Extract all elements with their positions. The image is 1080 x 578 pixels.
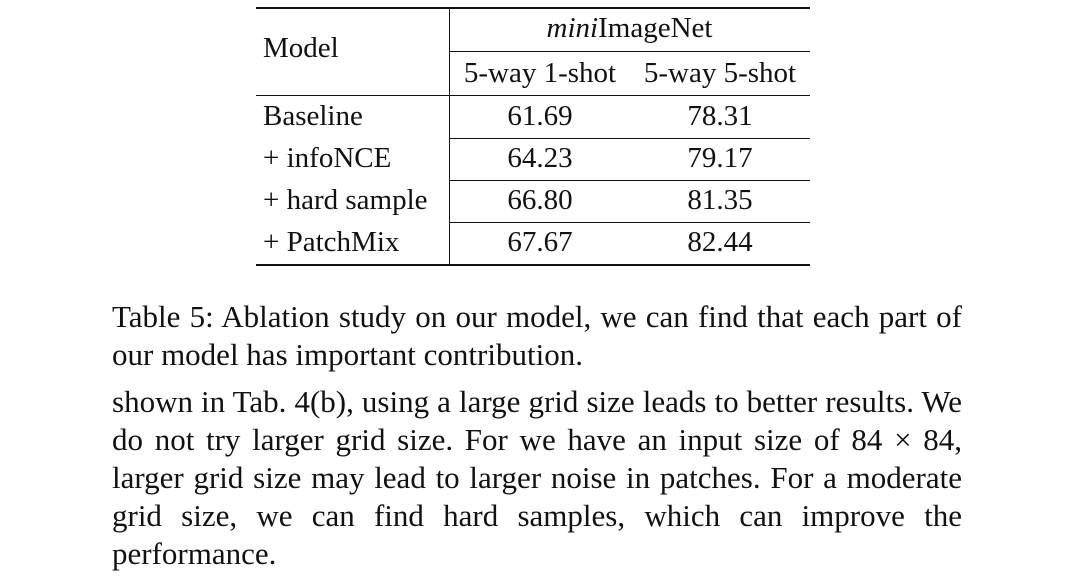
table-cell-value: 64.23 [507, 142, 573, 174]
table-cell-value: 78.31 [687, 100, 753, 132]
ablation-table: Model miniImageNet 5-way 1-shot 5-way 5-… [0, 0, 1080, 270]
dataset-header: miniImageNet [449, 11, 810, 45]
row-rule [449, 138, 810, 139]
table-row-model: Baseline [263, 100, 363, 132]
table-cell-value: 81.35 [687, 184, 753, 216]
column-separator [449, 7, 450, 266]
body-paragraph: shown in Tab. 4(b), using a large grid s… [112, 384, 962, 571]
table-row-model: + PatchMix [263, 226, 400, 258]
table-bottom-rule [256, 264, 810, 266]
model-column-header: Model [263, 32, 339, 64]
column-header-5shot: 5-way 5-shot [643, 57, 797, 89]
table-row-model: + infoNCE [263, 142, 392, 174]
table-top-rule [256, 7, 810, 9]
row-rule [449, 180, 810, 181]
table-cell-value: 66.80 [507, 184, 573, 216]
table-cell-value: 82.44 [687, 226, 753, 258]
dataset-header-rule [449, 51, 810, 52]
table-cell-value: 61.69 [507, 100, 573, 132]
table-row-model: + hard sample [263, 184, 428, 216]
table-cell-value: 79.17 [687, 142, 753, 174]
dataset-header-rest: ImageNet [598, 12, 713, 44]
row-rule [449, 222, 810, 223]
header-bottom-rule [256, 95, 810, 96]
table-cell-value: 67.67 [507, 226, 573, 258]
dataset-header-italic: mini [546, 12, 599, 44]
table-caption: Table 5: Ablation study on our model, we… [112, 299, 962, 372]
column-header-1shot: 5-way 1-shot [463, 57, 617, 89]
